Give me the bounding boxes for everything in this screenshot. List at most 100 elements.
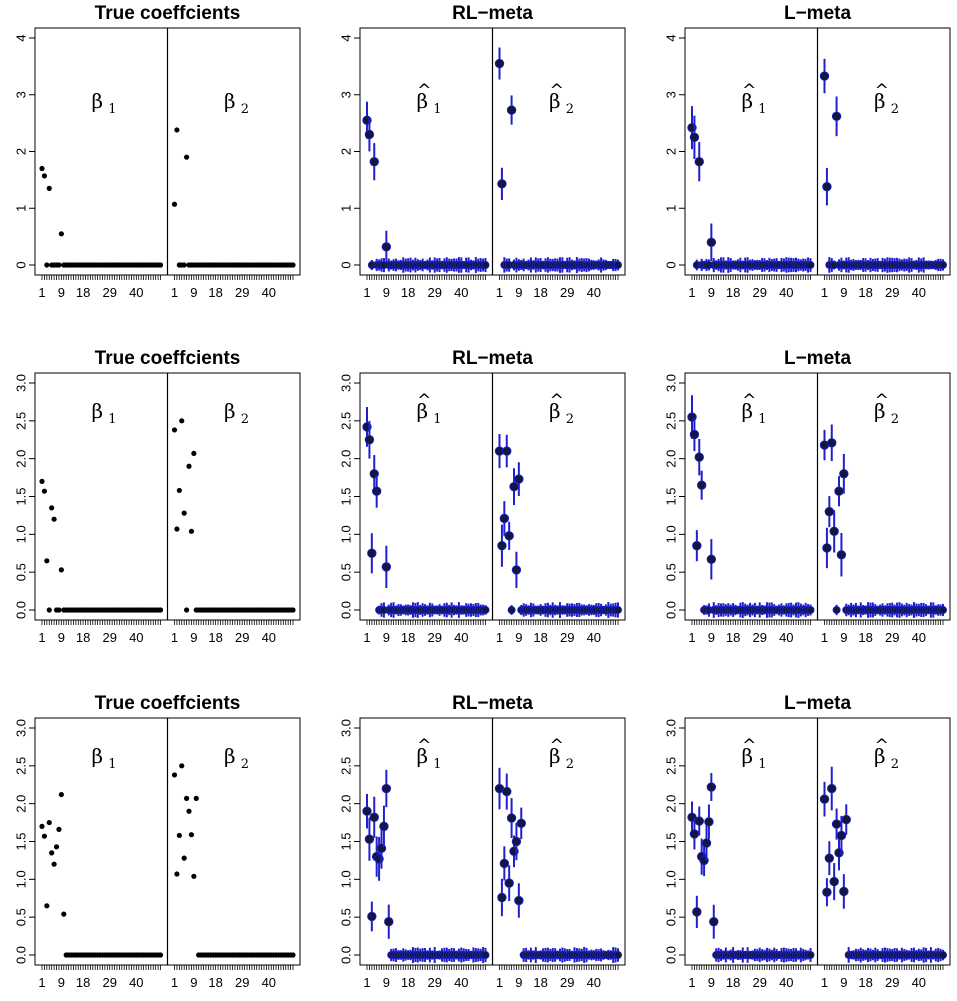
x-tick-label: 29 bbox=[102, 285, 116, 300]
data-point bbox=[614, 260, 623, 269]
data-point bbox=[193, 795, 199, 801]
x-tick-label: 1 bbox=[363, 630, 370, 645]
data-point bbox=[41, 173, 48, 179]
x-tick-label: 40 bbox=[912, 630, 926, 645]
x-tick-label: 40 bbox=[779, 630, 793, 645]
data-point bbox=[836, 830, 847, 841]
group-label: β bbox=[91, 744, 103, 768]
x-tick-label: 18 bbox=[533, 285, 547, 300]
x-tick-label: 9 bbox=[383, 630, 390, 645]
group-label-sub: 1 bbox=[108, 412, 116, 427]
data-point bbox=[806, 606, 815, 615]
y-tick-label: 1.5 bbox=[338, 487, 353, 505]
data-point bbox=[41, 488, 48, 494]
data-point bbox=[504, 878, 514, 888]
group-label: β bbox=[91, 399, 103, 423]
x-tick-label: 29 bbox=[235, 630, 249, 645]
data-point bbox=[381, 242, 392, 252]
group-label-sub: 2 bbox=[891, 102, 899, 117]
hat-accent: ^ bbox=[875, 391, 889, 411]
x-tick-label: 40 bbox=[779, 285, 793, 300]
data-point bbox=[694, 452, 704, 462]
group-label: β bbox=[224, 744, 236, 768]
group-label: β bbox=[416, 399, 428, 423]
data-point bbox=[497, 540, 507, 551]
x-tick-label: 9 bbox=[515, 285, 522, 300]
y-tick-label: 2.0 bbox=[663, 795, 678, 813]
y-tick-label: 1.0 bbox=[338, 870, 353, 888]
y-tick-label: 0.5 bbox=[13, 563, 28, 581]
x-tick-label: 29 bbox=[885, 975, 899, 990]
x-tick-label: 9 bbox=[708, 630, 715, 645]
data-point bbox=[709, 917, 719, 927]
x-tick-label: 29 bbox=[427, 630, 441, 645]
panel-title: L−meta bbox=[784, 348, 851, 369]
y-tick-label: 1 bbox=[663, 205, 678, 212]
y-tick-label: 3.0 bbox=[663, 374, 678, 392]
group-label: β bbox=[741, 89, 753, 113]
x-tick-label: 18 bbox=[858, 630, 872, 645]
x-tick-label: 40 bbox=[454, 630, 468, 645]
data-point bbox=[181, 855, 187, 861]
x-tick-label: 18 bbox=[726, 285, 740, 300]
data-point bbox=[502, 446, 512, 456]
x-tick-label: 9 bbox=[840, 975, 847, 990]
data-point bbox=[58, 231, 64, 237]
data-point bbox=[364, 834, 375, 844]
x-tick-label: 18 bbox=[208, 285, 222, 300]
data-point bbox=[827, 438, 837, 448]
y-tick-label: 2.5 bbox=[338, 757, 353, 775]
y-tick-label: 2.0 bbox=[13, 450, 28, 468]
data-point bbox=[174, 871, 180, 877]
data-point bbox=[939, 605, 948, 614]
data-point bbox=[157, 262, 164, 268]
x-tick-label: 40 bbox=[779, 975, 793, 990]
x-tick-label: 40 bbox=[129, 285, 143, 300]
x-tick-label: 40 bbox=[454, 285, 468, 300]
data-point bbox=[696, 480, 707, 490]
data-point bbox=[481, 951, 490, 960]
y-tick-label: 0.0 bbox=[663, 601, 678, 619]
panel-title: L−meta bbox=[784, 3, 851, 24]
data-point bbox=[499, 513, 510, 524]
y-tick-label: 1.5 bbox=[338, 832, 353, 850]
data-point bbox=[701, 838, 712, 848]
x-tick-label: 29 bbox=[235, 285, 249, 300]
x-tick-label: 1 bbox=[171, 630, 178, 645]
data-point bbox=[831, 111, 842, 122]
panel-title: L−meta bbox=[784, 693, 851, 714]
x-tick-label: 1 bbox=[363, 285, 370, 300]
y-tick-label: 3.0 bbox=[13, 374, 28, 392]
x-tick-label: 29 bbox=[752, 630, 766, 645]
hat-accent: ^ bbox=[742, 736, 756, 756]
data-point bbox=[179, 763, 185, 769]
group-label-sub: 1 bbox=[433, 102, 441, 117]
y-tick-label: 1.0 bbox=[13, 870, 28, 888]
data-point bbox=[157, 952, 164, 958]
x-tick-label: 9 bbox=[840, 285, 847, 300]
group-label-sub: 2 bbox=[241, 412, 249, 427]
group-label: β bbox=[549, 744, 561, 768]
x-tick-label: 29 bbox=[560, 975, 574, 990]
x-tick-label: 9 bbox=[58, 285, 65, 300]
x-tick-label: 40 bbox=[454, 975, 468, 990]
x-tick-label: 29 bbox=[560, 285, 574, 300]
data-point bbox=[827, 783, 837, 794]
data-point bbox=[39, 165, 45, 172]
x-tick-label: 40 bbox=[912, 975, 926, 990]
x-tick-label: 1 bbox=[38, 975, 45, 990]
group-label-sub: 2 bbox=[566, 102, 574, 117]
data-point bbox=[516, 818, 526, 829]
data-point bbox=[46, 607, 52, 613]
data-point bbox=[497, 179, 507, 189]
data-point bbox=[824, 506, 835, 517]
y-tick-label: 3.0 bbox=[338, 719, 353, 737]
data-point bbox=[939, 260, 948, 269]
data-point bbox=[367, 548, 377, 558]
y-tick-label: 0 bbox=[13, 261, 28, 268]
data-point bbox=[494, 58, 505, 69]
x-tick-label: 9 bbox=[58, 630, 65, 645]
x-tick-label: 40 bbox=[262, 285, 276, 300]
